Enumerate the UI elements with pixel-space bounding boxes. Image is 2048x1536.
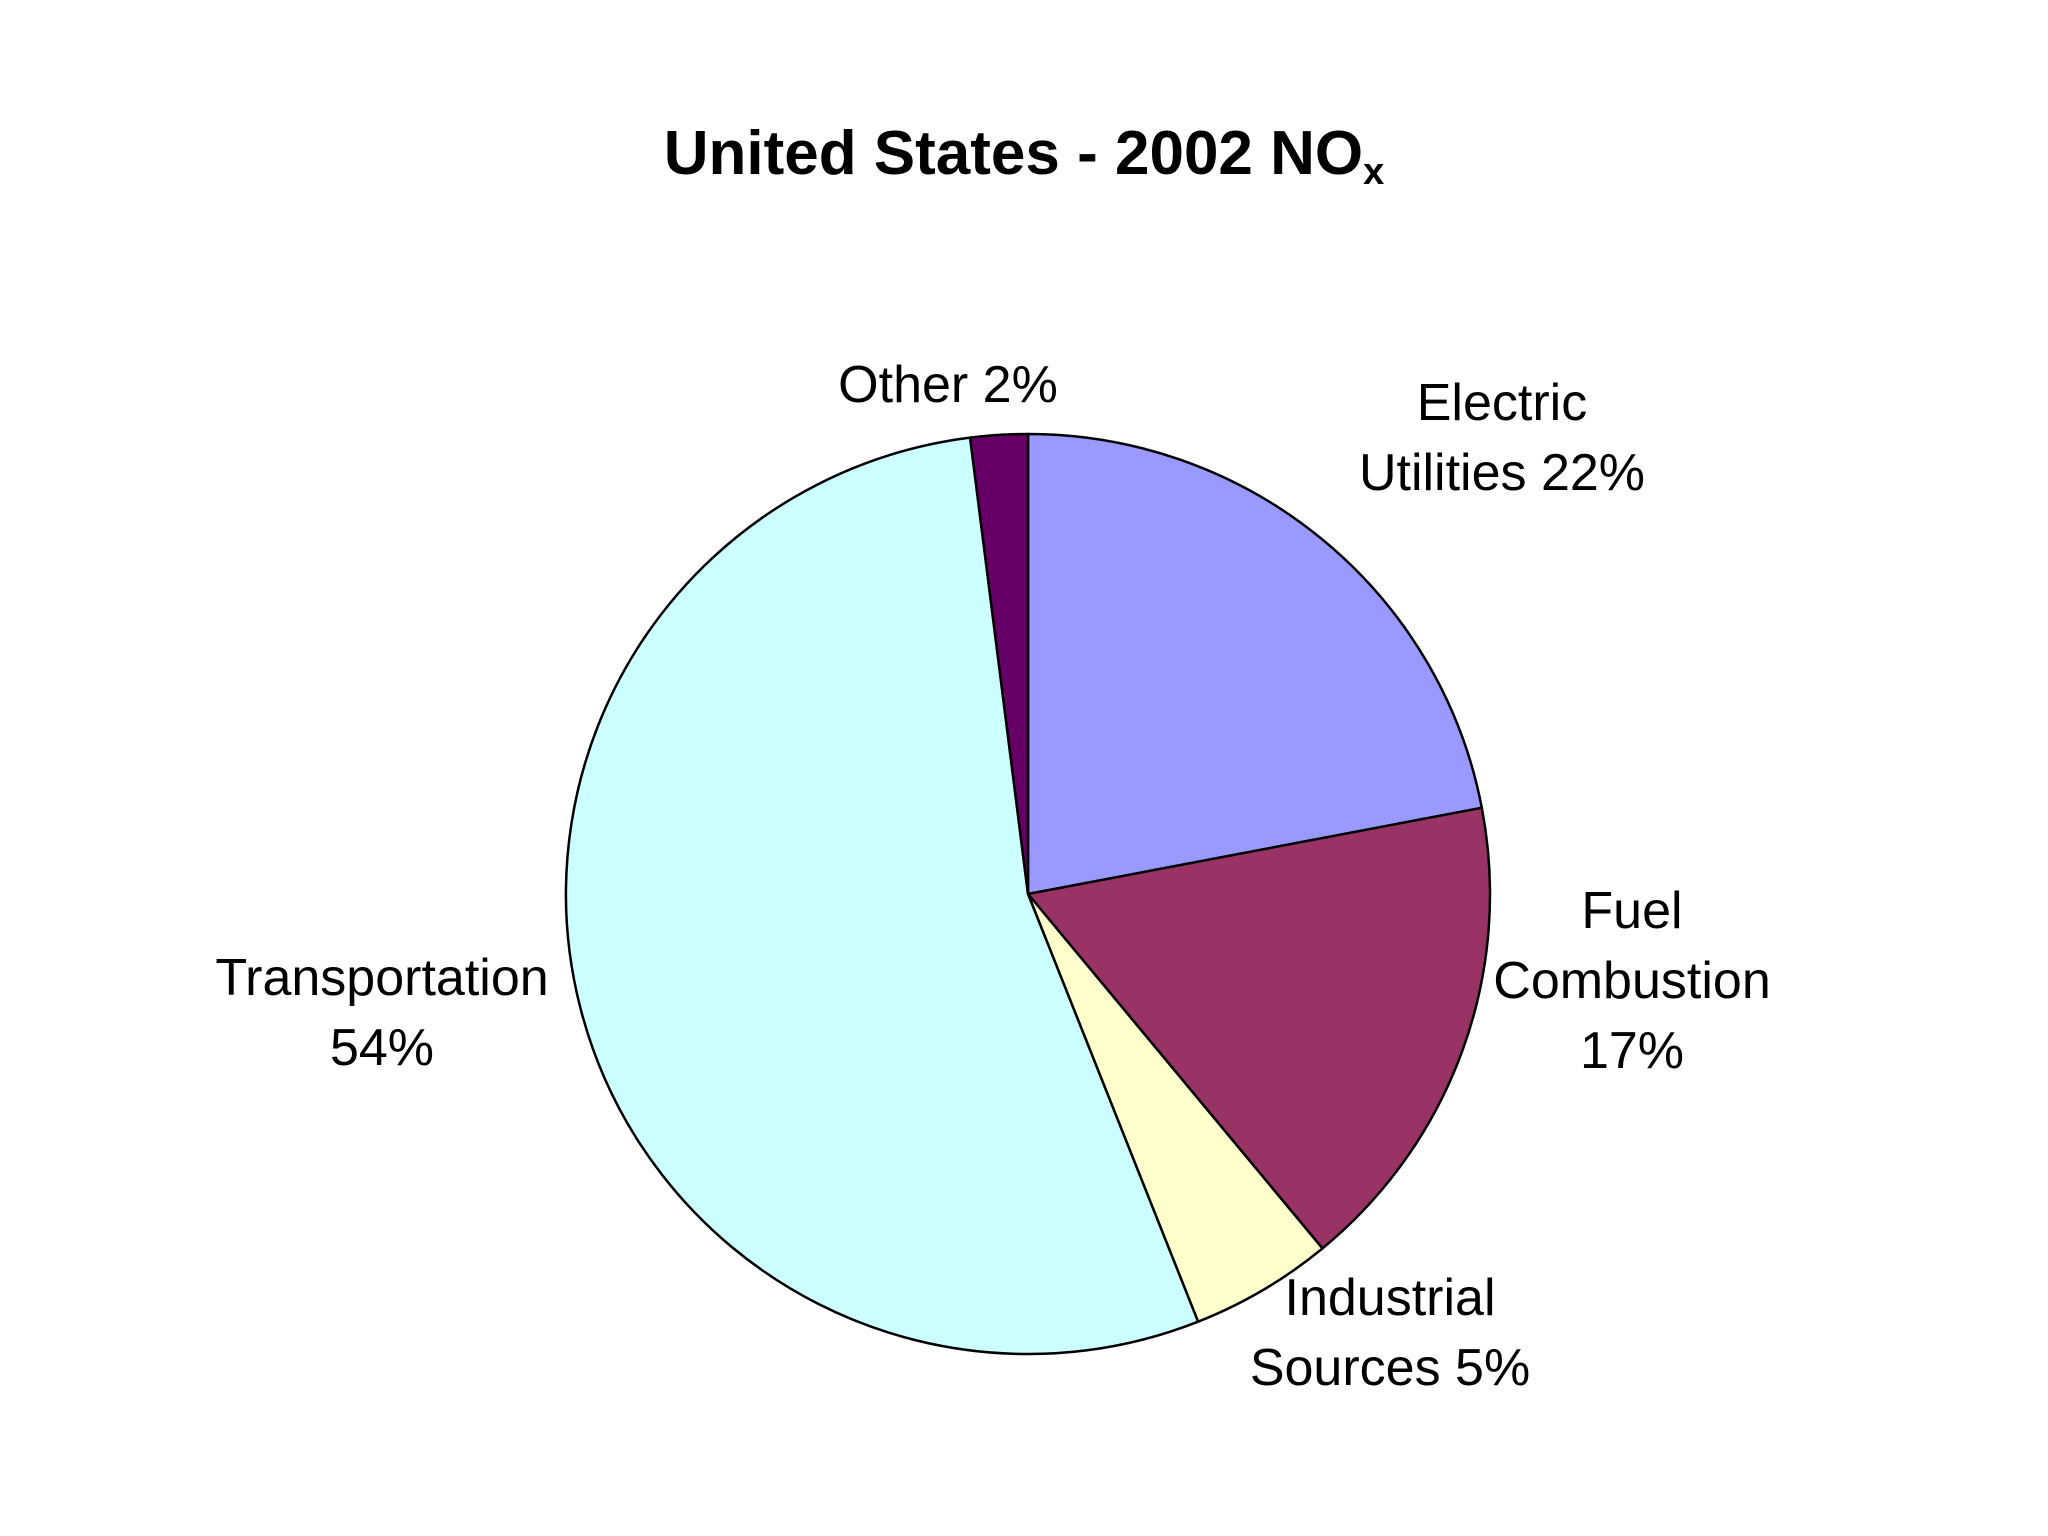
slice-label-1-line-2: 17% (1580, 1022, 1684, 1080)
pie-slices (564, 432, 1492, 1356)
slice-label-1-line-1: Combustion (1493, 952, 1770, 1010)
slice-label-3-line-0: Transportation (215, 949, 548, 1007)
slice-label-4-line-0: Other 2% (838, 356, 1058, 414)
pie-labels: Electric Utilities 22% Fuel Combustion 17% In… (215, 356, 1770, 1397)
slice-label-2: Industrial Sources 5% (1250, 1269, 1530, 1397)
pie-slice-0 (1026, 432, 1484, 896)
pie-slice-2 (1026, 892, 1324, 1323)
slice-label-0: Electric Utilities 22% (1359, 374, 1645, 502)
pie-slice-1 (1026, 806, 1492, 1250)
pie-slice-4 (968, 432, 1030, 896)
slice-label-0-line-1: Utilities 22% (1359, 444, 1645, 502)
chart-title: United States - 2002 NOx (0, 118, 2048, 194)
slice-label-1: Fuel Combustion 17% (1493, 882, 1770, 1080)
slice-label-2-line-0: Industrial (1285, 1269, 1496, 1327)
slice-label-4: Other 2% (838, 356, 1058, 414)
pie-slice-3 (564, 436, 1200, 1356)
slice-label-0-line-0: Electric (1417, 374, 1587, 432)
chart-title-subscript: x (1363, 151, 1385, 193)
slice-label-3-line-1: 54% (330, 1019, 434, 1077)
slice-label-1-line-0: Fuel (1581, 882, 1682, 940)
chart-title-text: United States - 2002 NO (663, 119, 1364, 188)
slice-label-3: Transportation 54% (215, 949, 548, 1077)
slice-label-2-line-1: Sources 5% (1250, 1339, 1530, 1397)
